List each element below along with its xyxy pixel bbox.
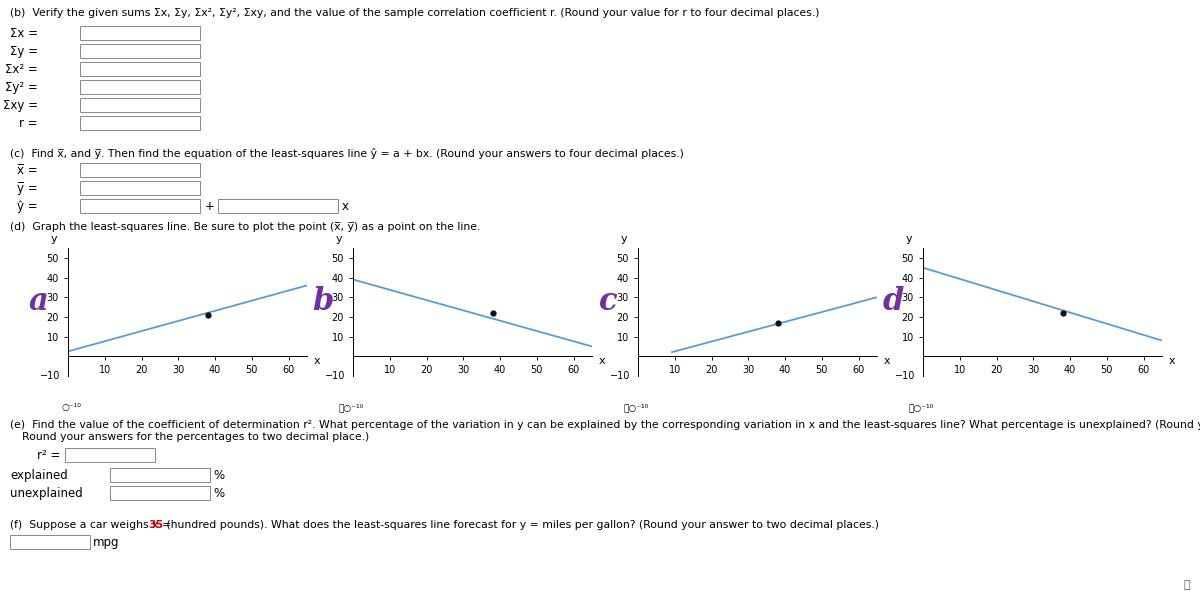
Text: r² =: r² =	[37, 449, 60, 462]
Text: +: +	[205, 200, 215, 213]
Text: r =: r =	[19, 117, 38, 130]
Text: unexplained: unexplained	[10, 487, 83, 500]
X-axis label: x: x	[1169, 356, 1175, 366]
Text: (f)  Suppose a car weighs x =: (f) Suppose a car weighs x =	[10, 520, 175, 530]
Y-axis label: y: y	[905, 234, 912, 244]
Text: %: %	[214, 469, 224, 482]
Text: ○⁻¹⁰: ○⁻¹⁰	[62, 403, 82, 412]
Text: ⓘ: ⓘ	[1183, 580, 1190, 590]
Text: (e)  Find the value of the coefficient of determination r². What percentage of t: (e) Find the value of the coefficient of…	[10, 420, 1200, 430]
Text: c: c	[599, 286, 617, 317]
Text: Round your answers for the percentages to two decimal place.): Round your answers for the percentages t…	[22, 432, 370, 442]
Text: Σx² =: Σx² =	[5, 63, 38, 76]
Text: Σxy =: Σxy =	[2, 99, 38, 112]
X-axis label: x: x	[599, 356, 605, 366]
Text: y̅ =: y̅ =	[17, 182, 38, 195]
Text: ŷ =: ŷ =	[17, 200, 38, 213]
Text: Σy² =: Σy² =	[5, 81, 38, 94]
Text: ⓘ○⁻¹⁰: ⓘ○⁻¹⁰	[338, 403, 364, 412]
Text: −10: −10	[611, 371, 631, 381]
Text: a: a	[28, 286, 48, 317]
Text: (c)  Find x̅, and y̅. Then find the equation of the least-squares line ŷ = a + b: (c) Find x̅, and y̅. Then find the equat…	[10, 148, 684, 159]
Text: ⓘ○⁻¹⁰: ⓘ○⁻¹⁰	[908, 403, 934, 412]
Text: −10: −10	[325, 371, 346, 381]
Text: Σy =: Σy =	[10, 45, 38, 58]
Y-axis label: y: y	[335, 234, 342, 244]
X-axis label: x: x	[883, 356, 890, 366]
Text: −10: −10	[41, 371, 61, 381]
Text: mpg: mpg	[94, 536, 120, 549]
Text: Σx =: Σx =	[10, 27, 38, 40]
Text: (hundred pounds). What does the least-squares line forecast for y = miles per ga: (hundred pounds). What does the least-sq…	[163, 520, 878, 530]
Y-axis label: y: y	[620, 234, 626, 244]
Text: 35: 35	[148, 520, 163, 530]
Text: explained: explained	[10, 469, 67, 482]
Text: ⓘ○⁻¹⁰: ⓘ○⁻¹⁰	[624, 403, 649, 412]
Text: d: d	[882, 286, 904, 317]
Y-axis label: y: y	[50, 234, 56, 244]
Text: (b)  Verify the given sums Σx, Σy, Σx², Σy², Σxy, and the value of the sample co: (b) Verify the given sums Σx, Σy, Σx², Σ…	[10, 8, 820, 18]
Text: (d)  Graph the least-squares line. Be sure to plot the point (x̅, y̅) as a point: (d) Graph the least-squares line. Be sur…	[10, 222, 480, 232]
Text: x: x	[342, 200, 349, 213]
Text: −10: −10	[895, 371, 916, 381]
Text: b: b	[312, 286, 334, 317]
Text: %: %	[214, 487, 224, 500]
X-axis label: x: x	[313, 356, 320, 366]
Text: x̅ =: x̅ =	[17, 164, 38, 177]
